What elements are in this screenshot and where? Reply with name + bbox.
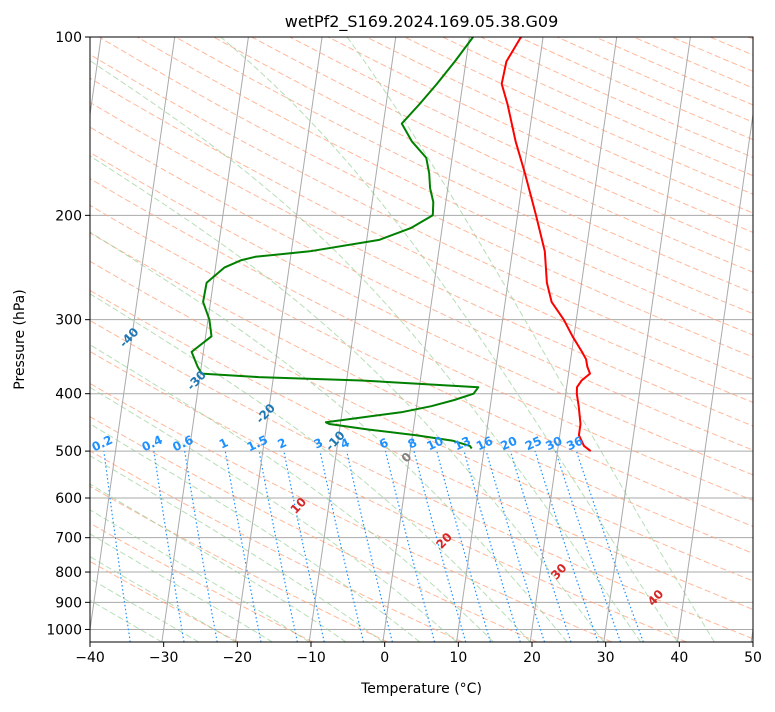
x-tick-label: 0 <box>380 650 389 666</box>
y-tick-label: 1000 <box>46 622 82 638</box>
y-tick-label: 900 <box>55 595 82 611</box>
x-tick-label: 40 <box>670 650 688 666</box>
chart-title: wetPf2_S169.2024.169.05.38.G09 <box>285 12 559 32</box>
y-tick-label: 700 <box>55 531 82 547</box>
x-tick-label: 10 <box>449 650 467 666</box>
x-tick-label: −40 <box>75 650 105 666</box>
y-tick-label: 300 <box>55 313 82 329</box>
y-tick-label: 400 <box>55 387 82 403</box>
x-axis-label: Temperature (°C) <box>360 681 482 697</box>
x-tick-label: −10 <box>296 650 326 666</box>
x-tick-label: 50 <box>744 650 762 666</box>
y-tick-label: 200 <box>55 208 82 224</box>
y-tick-label: 800 <box>55 565 82 581</box>
y-tick-label: 500 <box>55 444 82 460</box>
x-tick-label: −30 <box>149 650 179 666</box>
y-tick-label: 600 <box>55 491 82 507</box>
x-tick-label: −20 <box>223 650 253 666</box>
x-tick-label: 30 <box>597 650 615 666</box>
x-tick-label: 20 <box>523 650 541 666</box>
y-axis-label: Pressure (hPa) <box>12 289 28 389</box>
y-tick-label: 100 <box>55 30 82 46</box>
